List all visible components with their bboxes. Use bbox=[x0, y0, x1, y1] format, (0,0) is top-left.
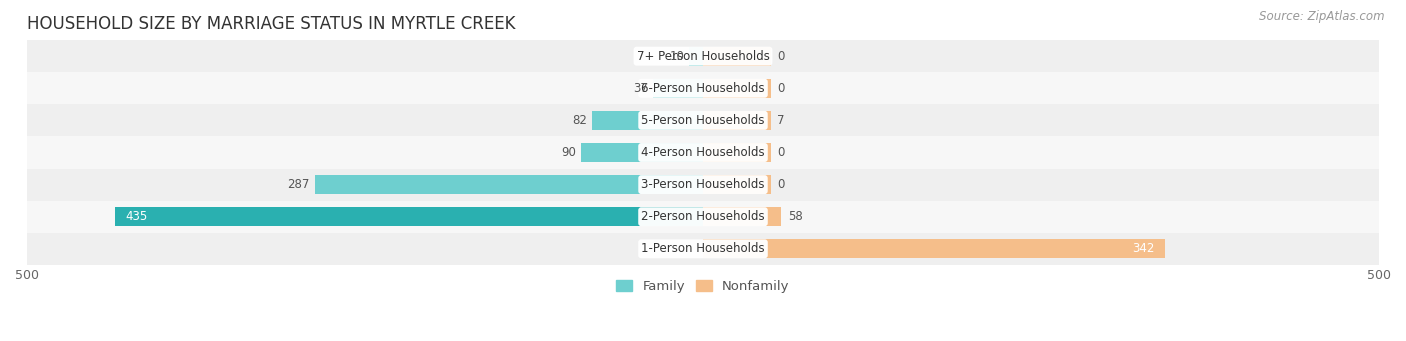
Text: HOUSEHOLD SIZE BY MARRIAGE STATUS IN MYRTLE CREEK: HOUSEHOLD SIZE BY MARRIAGE STATUS IN MYR… bbox=[27, 15, 516, 33]
Text: Source: ZipAtlas.com: Source: ZipAtlas.com bbox=[1260, 10, 1385, 23]
Bar bbox=[115, 207, 703, 226]
Text: 4-Person Households: 4-Person Households bbox=[641, 146, 765, 159]
Text: 0: 0 bbox=[778, 50, 785, 63]
Text: 10: 10 bbox=[669, 50, 685, 63]
Bar bbox=[27, 233, 1379, 265]
Bar bbox=[27, 104, 1379, 136]
Text: 6-Person Households: 6-Person Households bbox=[641, 82, 765, 95]
Text: 82: 82 bbox=[572, 114, 586, 127]
Text: 287: 287 bbox=[287, 178, 309, 191]
Bar bbox=[27, 72, 1379, 104]
Bar bbox=[703, 79, 770, 98]
Text: 435: 435 bbox=[125, 210, 148, 223]
Text: 58: 58 bbox=[789, 210, 803, 223]
Bar bbox=[27, 136, 1379, 168]
Text: 1-Person Households: 1-Person Households bbox=[641, 242, 765, 255]
Bar bbox=[27, 201, 1379, 233]
Bar bbox=[27, 40, 1379, 72]
Text: 7: 7 bbox=[778, 114, 785, 127]
Text: 90: 90 bbox=[561, 146, 576, 159]
Text: 0: 0 bbox=[778, 178, 785, 191]
Text: 0: 0 bbox=[778, 146, 785, 159]
Text: 7+ Person Households: 7+ Person Households bbox=[637, 50, 769, 63]
Text: 2-Person Households: 2-Person Households bbox=[641, 210, 765, 223]
Bar bbox=[592, 111, 703, 130]
Text: 5-Person Households: 5-Person Households bbox=[641, 114, 765, 127]
Bar bbox=[703, 143, 770, 162]
Bar bbox=[703, 175, 770, 194]
Text: 342: 342 bbox=[1132, 242, 1154, 255]
Bar bbox=[703, 111, 770, 130]
Bar bbox=[689, 46, 703, 66]
Text: 3-Person Households: 3-Person Households bbox=[641, 178, 765, 191]
Bar bbox=[315, 175, 703, 194]
Bar bbox=[581, 143, 703, 162]
Bar bbox=[703, 207, 782, 226]
Bar bbox=[703, 239, 1166, 258]
Text: 37: 37 bbox=[633, 82, 648, 95]
Bar bbox=[27, 168, 1379, 201]
Bar bbox=[703, 46, 770, 66]
Bar bbox=[652, 79, 703, 98]
Text: 0: 0 bbox=[778, 82, 785, 95]
Legend: Family, Nonfamily: Family, Nonfamily bbox=[612, 275, 794, 299]
